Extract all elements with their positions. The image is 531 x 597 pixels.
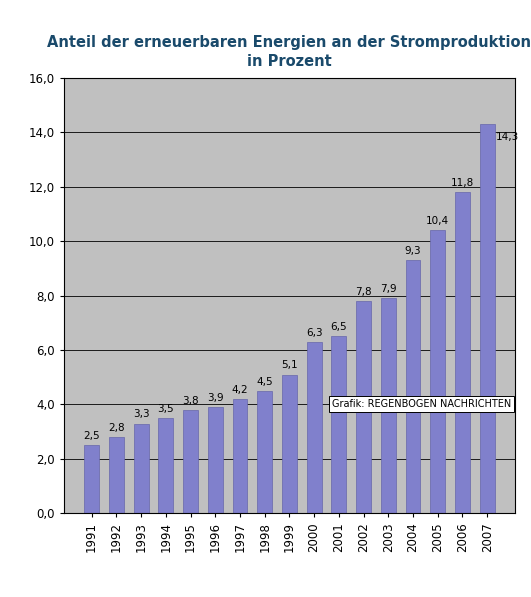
Text: 7,9: 7,9 — [380, 284, 397, 294]
Text: 6,3: 6,3 — [306, 328, 322, 338]
Bar — [307, 342, 322, 513]
Text: 4,2: 4,2 — [232, 385, 249, 395]
Bar — [282, 374, 297, 513]
Bar — [430, 230, 445, 513]
Text: 4,5: 4,5 — [256, 377, 273, 387]
Text: 3,9: 3,9 — [207, 393, 224, 403]
Bar — [158, 418, 173, 513]
Text: 3,8: 3,8 — [182, 396, 199, 406]
Bar — [208, 407, 222, 513]
Bar — [84, 445, 99, 513]
Bar — [406, 260, 421, 513]
Text: Grafik: REGENBOGEN NACHRICHTEN: Grafik: REGENBOGEN NACHRICHTEN — [332, 399, 511, 409]
Text: 9,3: 9,3 — [405, 246, 421, 256]
Text: 2,5: 2,5 — [83, 431, 100, 441]
Bar — [479, 124, 494, 513]
Text: 3,5: 3,5 — [158, 404, 174, 414]
Text: 6,5: 6,5 — [330, 322, 347, 333]
Bar — [455, 192, 470, 513]
Text: 5,1: 5,1 — [281, 361, 298, 370]
Bar — [331, 336, 346, 513]
Text: 2,8: 2,8 — [108, 423, 125, 433]
Text: 10,4: 10,4 — [426, 216, 449, 226]
Bar — [356, 301, 371, 513]
Bar — [381, 298, 396, 513]
Text: 11,8: 11,8 — [451, 178, 474, 188]
Bar — [183, 410, 198, 513]
Text: 3,3: 3,3 — [133, 410, 149, 420]
Title: Anteil der erneuerbaren Energien an der Stromproduktion
in Prozent: Anteil der erneuerbaren Energien an der … — [47, 35, 531, 69]
Bar — [257, 391, 272, 513]
Bar — [109, 437, 124, 513]
Text: 14,3: 14,3 — [496, 132, 519, 142]
Text: 7,8: 7,8 — [355, 287, 372, 297]
Bar — [134, 423, 149, 513]
Bar — [233, 399, 247, 513]
